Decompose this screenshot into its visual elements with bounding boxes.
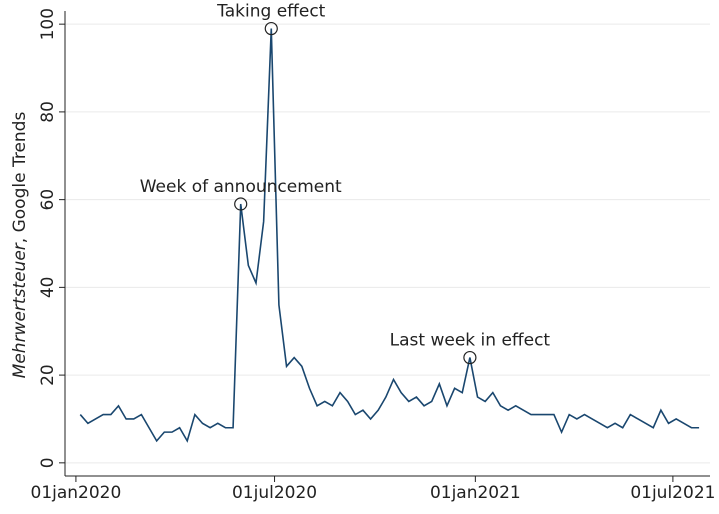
annotation-label: Week of announcement: [140, 177, 342, 197]
annotation-label: Last week in effect: [390, 331, 551, 351]
y-tick-label: 40: [38, 277, 58, 299]
y-tick-label: 20: [38, 364, 58, 386]
y-tick-label: 60: [38, 189, 58, 211]
annotation-marker: [463, 350, 477, 365]
x-tick-label: 01jul2020: [232, 483, 317, 503]
annotation-label: Taking effect: [216, 2, 326, 22]
x-tick-label: 01jan2020: [31, 483, 122, 503]
y-label-rest: , Google Trends: [10, 112, 30, 244]
annotation-marker: [234, 197, 248, 211]
annotation-marker: [264, 21, 278, 36]
y-axis-label: Mehrwertsteuer, Google Trends: [10, 112, 30, 379]
line-series: [79, 28, 700, 443]
y-tick-label: 100: [38, 8, 58, 40]
y-tick-label: 0: [38, 457, 58, 468]
y-label-italic: Mehrwertsteuer: [10, 242, 30, 378]
x-tick-label: 01jul2021: [630, 483, 715, 503]
y-tick-label: 80: [38, 101, 58, 123]
x-tick-label: 01jan2021: [430, 483, 521, 503]
